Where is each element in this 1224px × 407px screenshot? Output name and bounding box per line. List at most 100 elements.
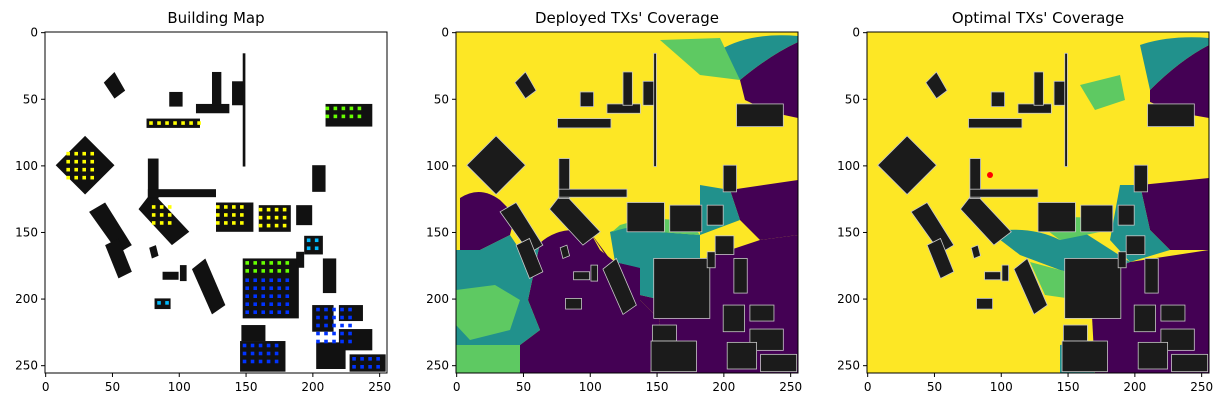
x-tick-label: 150	[646, 380, 669, 394]
receiver-dot	[314, 238, 319, 243]
receiver-dot	[151, 213, 156, 217]
building	[1061, 340, 1108, 373]
building	[706, 251, 716, 269]
y-tick-label: 50	[23, 92, 38, 106]
building	[514, 71, 537, 100]
receiver-dot	[189, 121, 193, 125]
receiver-dot	[324, 331, 328, 336]
x-tick-label: 100	[579, 380, 602, 394]
receiver-dot	[277, 302, 282, 307]
building	[651, 324, 677, 342]
receiver-dot	[245, 310, 249, 314]
receiver-dot	[316, 339, 320, 344]
receiver-dot	[314, 246, 319, 251]
building	[179, 265, 187, 282]
axes-frame	[44, 31, 388, 374]
receiver-dot	[167, 221, 172, 225]
building	[653, 258, 711, 319]
receiver-dot	[360, 365, 364, 369]
y-tick-label: 0	[852, 26, 860, 40]
receiver-dot	[82, 167, 87, 172]
receiver-dot	[74, 159, 78, 164]
receiver-dot	[66, 159, 70, 164]
panel-deployed-coverage: Deployed TXs' Coverage 0 50 100 150 200 250 0 5…	[426, 9, 802, 394]
receiver-dot	[242, 343, 247, 348]
receiver-dot	[253, 269, 258, 273]
building	[105, 238, 132, 279]
axes-frame	[866, 31, 1210, 374]
receiver-dot	[245, 286, 249, 291]
x-tick-label: 200	[1123, 380, 1146, 394]
receiver-dot	[173, 121, 177, 125]
building	[969, 158, 981, 199]
y-tick-label: 50	[845, 92, 860, 106]
receiver-dot	[253, 294, 258, 299]
receiver-dot	[151, 205, 156, 209]
receiver-dot	[258, 359, 263, 364]
building	[349, 354, 386, 372]
building	[1125, 235, 1146, 255]
receiver-dot	[274, 223, 279, 228]
receiver-dot	[261, 310, 266, 314]
receiver-dot	[149, 121, 153, 125]
building	[312, 165, 326, 192]
receiver-dot	[224, 213, 228, 217]
receiver-dot	[277, 294, 282, 299]
building	[642, 80, 656, 106]
receiver-dot	[274, 207, 279, 212]
receiver-dot	[90, 159, 95, 164]
building	[653, 52, 657, 167]
receiver-dot	[232, 213, 236, 217]
building	[242, 53, 246, 167]
receiver-dot	[348, 307, 352, 312]
receiver-dot	[349, 114, 354, 119]
building	[338, 329, 373, 351]
receiver-dot	[274, 359, 279, 364]
building	[1064, 258, 1122, 319]
receiver-dot	[324, 307, 328, 312]
receiver-dot	[341, 114, 346, 119]
x-tick-label: 50	[516, 380, 531, 394]
receiver-dot	[285, 261, 290, 265]
receiver-dot	[266, 351, 271, 356]
receiver-dot	[250, 351, 255, 356]
building	[147, 189, 216, 198]
receiver-dot	[357, 114, 362, 119]
building	[726, 341, 757, 370]
coverage-map	[456, 32, 798, 373]
receiver-dot	[368, 365, 372, 369]
receiver-dot	[232, 205, 236, 209]
receiver-dot	[261, 269, 266, 273]
receiver-dot	[242, 359, 247, 364]
building	[89, 202, 132, 254]
y-tick-label: 50	[434, 92, 449, 106]
building	[149, 245, 159, 259]
receiver-dot	[266, 215, 271, 220]
receiver-dot	[66, 167, 70, 172]
building	[1160, 328, 1195, 351]
building	[959, 191, 1012, 246]
building	[1171, 353, 1209, 373]
receiver-dot	[245, 294, 249, 299]
receiver-dot	[258, 223, 263, 228]
building	[103, 71, 126, 99]
optimal-tx-marker	[987, 172, 993, 178]
receiver-dot	[274, 215, 279, 220]
receiver-dot	[250, 359, 255, 364]
building	[1013, 257, 1048, 315]
receiver-dot	[266, 207, 271, 212]
building	[191, 258, 226, 315]
receiver-dot	[340, 339, 344, 344]
building	[910, 201, 955, 254]
building	[1080, 204, 1114, 233]
receiver-dot	[159, 213, 164, 217]
receiver-dot	[348, 315, 352, 320]
x-tick-label: 0	[42, 380, 50, 394]
building	[240, 341, 286, 372]
receiver-dot	[151, 221, 156, 225]
receiver-dot	[216, 205, 220, 209]
buildings	[55, 53, 386, 372]
building	[969, 188, 1039, 198]
panel-optimal-coverage: Optimal TXs' Coverage 0 50 100 150 200 250 0 50…	[837, 9, 1213, 394]
building	[138, 191, 190, 246]
